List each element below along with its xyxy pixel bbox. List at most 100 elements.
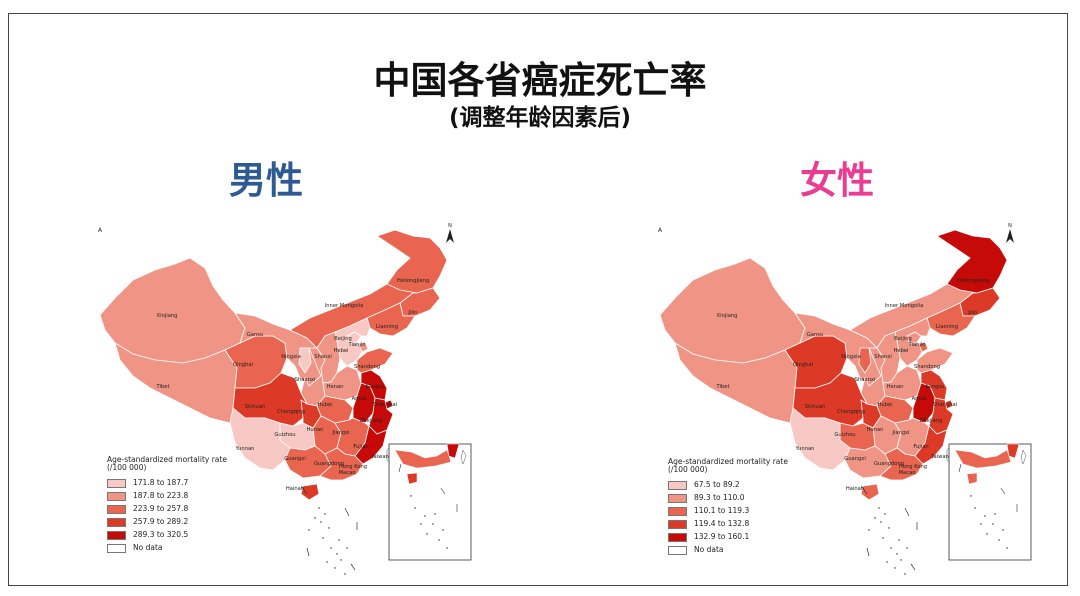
male-label-hunan: Hunan <box>307 427 324 433</box>
female-map: Xinjiang Tibet Qinghai Gansu Inner Mongolia H… <box>655 218 1080 580</box>
female-north-arrow-icon: N <box>1006 223 1014 243</box>
male-legend-swatch <box>107 478 126 488</box>
female-label-shanghai: Shanghai <box>933 402 957 408</box>
male-province-hebei <box>334 317 371 367</box>
male-label-taiwan: Taiwan <box>370 454 389 460</box>
female-label-henan: Henan <box>887 384 904 390</box>
male-label-fujian: Fujian <box>353 444 368 450</box>
male-legend-swatch <box>107 530 126 540</box>
male-label-macao: Macao <box>339 470 356 476</box>
male-label-jilin: Jilin <box>407 310 417 316</box>
female-label-shandong: Shandong <box>914 364 940 370</box>
female-legend-swatch <box>668 493 687 503</box>
male-province-shandong <box>356 347 394 374</box>
male-province-ningxia <box>298 347 312 374</box>
female-label-hunan: Hunan <box>867 427 884 433</box>
male-label-guangxi: Guangxi <box>284 456 306 462</box>
male-label-shanghai: Shanghai <box>373 402 397 408</box>
female-legend-label: 110.1 to 119.3 <box>694 505 750 515</box>
male-province-liaoning <box>366 302 416 337</box>
female-label-gansu: Gansu <box>807 332 823 338</box>
female-label-jiangxi: Jiangxi <box>891 430 909 436</box>
female-legend: Age-standardized mortality rate (/100 00… <box>668 457 798 557</box>
male-label-zhejiang: Zhejiang <box>360 418 383 424</box>
male-legend-label: No data <box>133 542 163 552</box>
female-legend-item: 119.4 to 132.8 <box>668 518 798 531</box>
svg-text:N: N <box>1008 223 1012 229</box>
female-label-shaanxi: Shaanxi <box>855 377 876 383</box>
male-legend-item: 257.9 to 289.2 <box>107 516 237 529</box>
male-label-hong-kong: Hong Kong <box>339 464 367 470</box>
male-province-guangdong <box>319 447 364 481</box>
female-legend-label: 67.5 to 89.2 <box>694 479 740 489</box>
female-label-xinjiang: Xinjiang <box>717 313 738 319</box>
male-legend-item: 171.8 to 187.7 <box>107 477 237 490</box>
female-label-zhejiang: Zhejiang <box>920 418 943 424</box>
male-label-hubei: Hubei <box>317 402 332 408</box>
male-label-gansu: Gansu <box>247 332 263 338</box>
female-label-guangdong: Guangdong <box>874 461 904 467</box>
male-heading: 男性 <box>229 159 303 202</box>
male-label-ningxia: Ningxia <box>281 354 301 360</box>
female-legend-label: No data <box>694 544 724 554</box>
male-legend: Age-standardized mortality rate (/100 00… <box>107 455 237 555</box>
female-corner-mark: A <box>658 227 663 234</box>
female-label-ningxia: Ningxia <box>841 354 861 360</box>
male-label-hebei: Hebei <box>333 348 348 354</box>
male-map: Xinjiang Tibet Qinghai Gansu Inner Mongolia H… <box>95 218 535 580</box>
male-label-guizhou: Guizhou <box>274 432 295 438</box>
male-label-qinghai: Qinghai <box>233 362 253 368</box>
page-subtitle: (调整年龄因素后) <box>448 105 632 131</box>
male-province-fujian <box>354 425 388 465</box>
male-label-yunnan: Yunnan <box>235 446 255 452</box>
male-label-hainan: Hainan <box>286 486 304 492</box>
female-legend-swatch <box>668 532 687 542</box>
female-legend-no-data: No data <box>668 544 798 557</box>
female-heading: 女性 <box>800 159 874 202</box>
male-legend-item: 187.8 to 223.8 <box>107 490 237 503</box>
female-legend-item: 67.5 to 89.2 <box>668 479 798 492</box>
female-label-beijing: Beijing <box>894 336 912 342</box>
male-label-chongqing: Chongqing <box>277 409 305 415</box>
male-label-xinjiang: Xinjiang <box>157 313 178 319</box>
male-legend-label: 289.3 to 320.5 <box>133 529 189 539</box>
male-label-sichuan: Sichuan <box>245 404 266 410</box>
male-label-anhui: Anhui <box>352 396 367 402</box>
female-label-sichuan: Sichuan <box>805 404 826 410</box>
male-label-jiangxi: Jiangxi <box>331 430 349 436</box>
male-label-jiangsu: Jiangsu <box>365 384 385 390</box>
female-label-jiangsu: Jiangsu <box>925 384 945 390</box>
page-title: 中国各省癌症死亡率 <box>373 59 707 102</box>
female-label-tianjin: Tianjin <box>907 342 925 348</box>
female-mainland <box>659 229 1008 501</box>
female-legend-item: 110.1 to 119.3 <box>668 505 798 518</box>
male-legend-label: 223.9 to 257.8 <box>133 503 189 513</box>
female-legend-swatch <box>668 519 687 529</box>
male-legend-swatch <box>107 491 126 501</box>
male-legend-item: 289.3 to 320.5 <box>107 529 237 542</box>
male-mainland <box>99 229 448 501</box>
male-label-liaoning: Liaoning <box>376 324 398 330</box>
male-label-heilongjiang: Heilongjiang <box>397 278 429 284</box>
female-label-heilongjiang: Heilongjiang <box>957 278 989 284</box>
male-label-inner-mongolia: Inner Mongolia <box>325 303 364 309</box>
male-legend-swatch <box>107 504 126 514</box>
male-inset-map <box>388 443 472 561</box>
female-label-taiwan: Taiwan <box>930 454 949 460</box>
male-south-sea-islands <box>300 485 358 575</box>
female-label-jilin: Jilin <box>967 310 977 316</box>
male-label-henan: Henan <box>327 384 344 390</box>
female-label-anhui: Anhui <box>912 396 927 402</box>
female-province-guangdong <box>879 447 924 481</box>
female-label-inner-mongolia: Inner Mongolia <box>885 303 924 309</box>
female-province-liaoning <box>926 302 976 337</box>
female-province-fujian <box>914 425 948 465</box>
female-label-hebei: Hebei <box>893 348 908 354</box>
female-label-guangxi: Guangxi <box>844 456 866 462</box>
male-north-arrow-icon: N <box>446 223 454 243</box>
female-legend-label: 132.9 to 160.1 <box>694 531 750 541</box>
female-province-shandong <box>916 347 954 374</box>
male-label-tianjin: Tianjin <box>347 342 365 348</box>
male-label-shanxi: Shanxi <box>314 354 332 360</box>
female-province-ningxia <box>858 347 872 374</box>
